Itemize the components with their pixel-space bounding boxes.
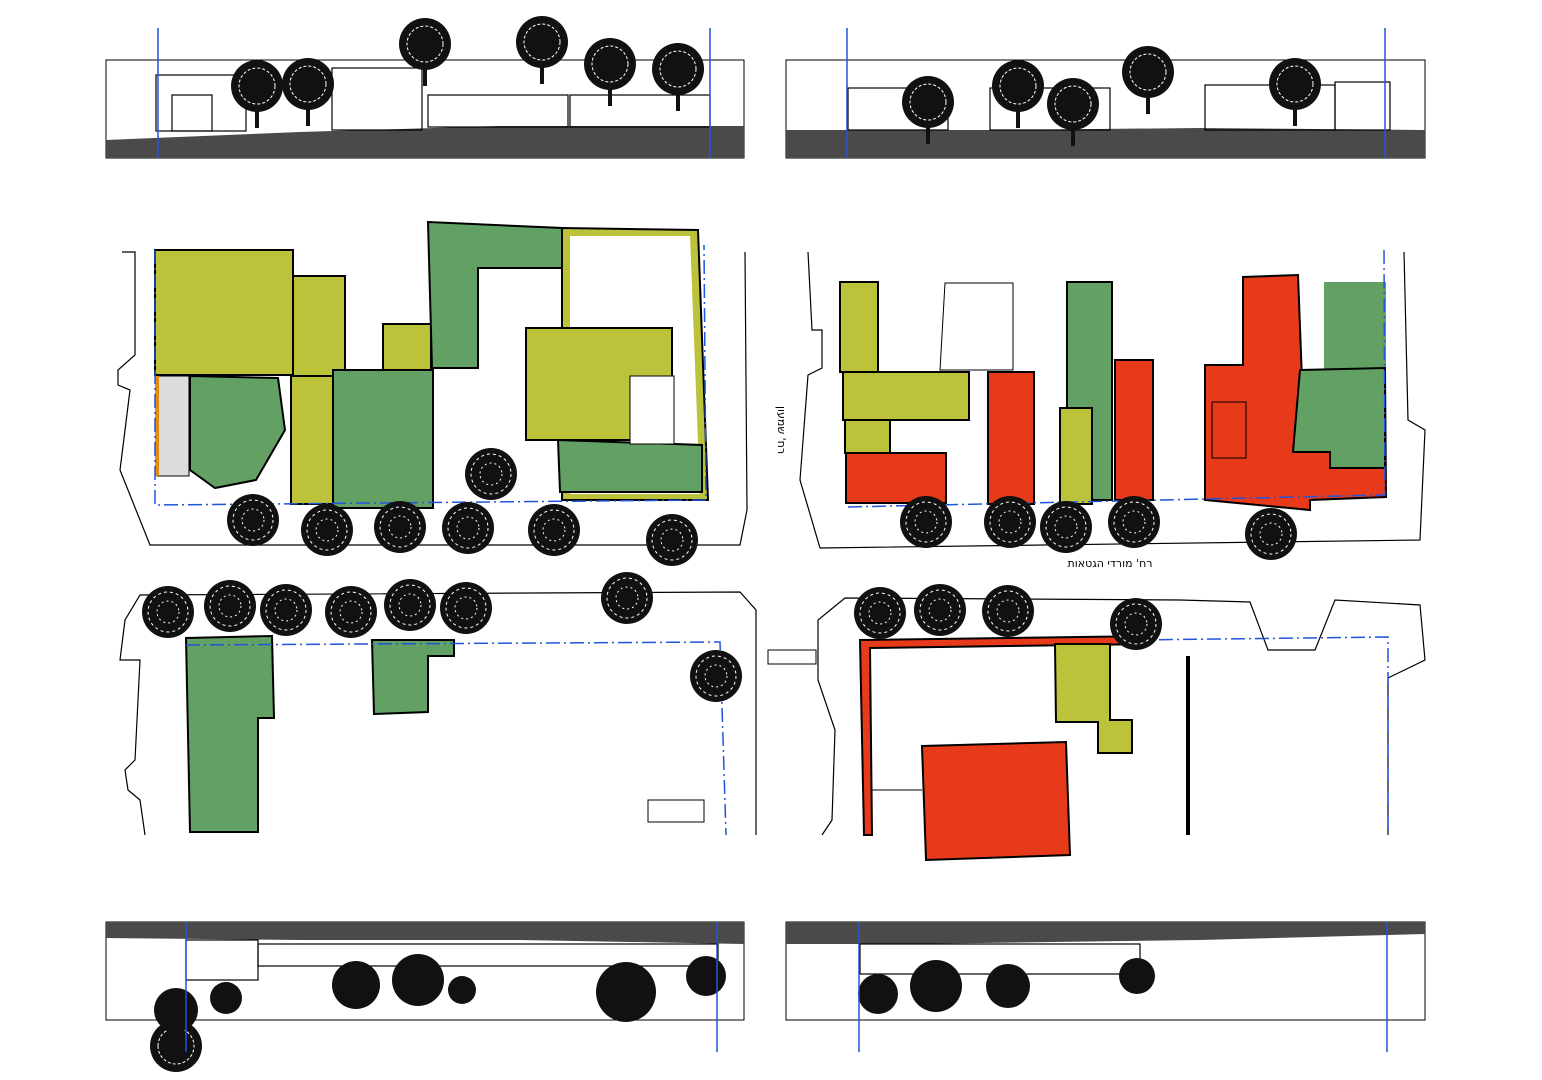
plan-bottom-right [817,583,1426,862]
plan-top-right: רח' מורדי הגטאות רח' שמעון [775,249,1426,570]
plan-bottom-left [119,571,817,836]
elevation-bottom-left [105,921,745,1073]
street-label: רח' שמעון [775,406,788,454]
elevation-top-right [785,28,1426,159]
plan-top-left [117,220,748,567]
street-label: רח' מורדי הגטאות [1068,557,1153,570]
elevation-bottom-right [785,921,1426,1052]
elevation-top-left [105,15,745,159]
